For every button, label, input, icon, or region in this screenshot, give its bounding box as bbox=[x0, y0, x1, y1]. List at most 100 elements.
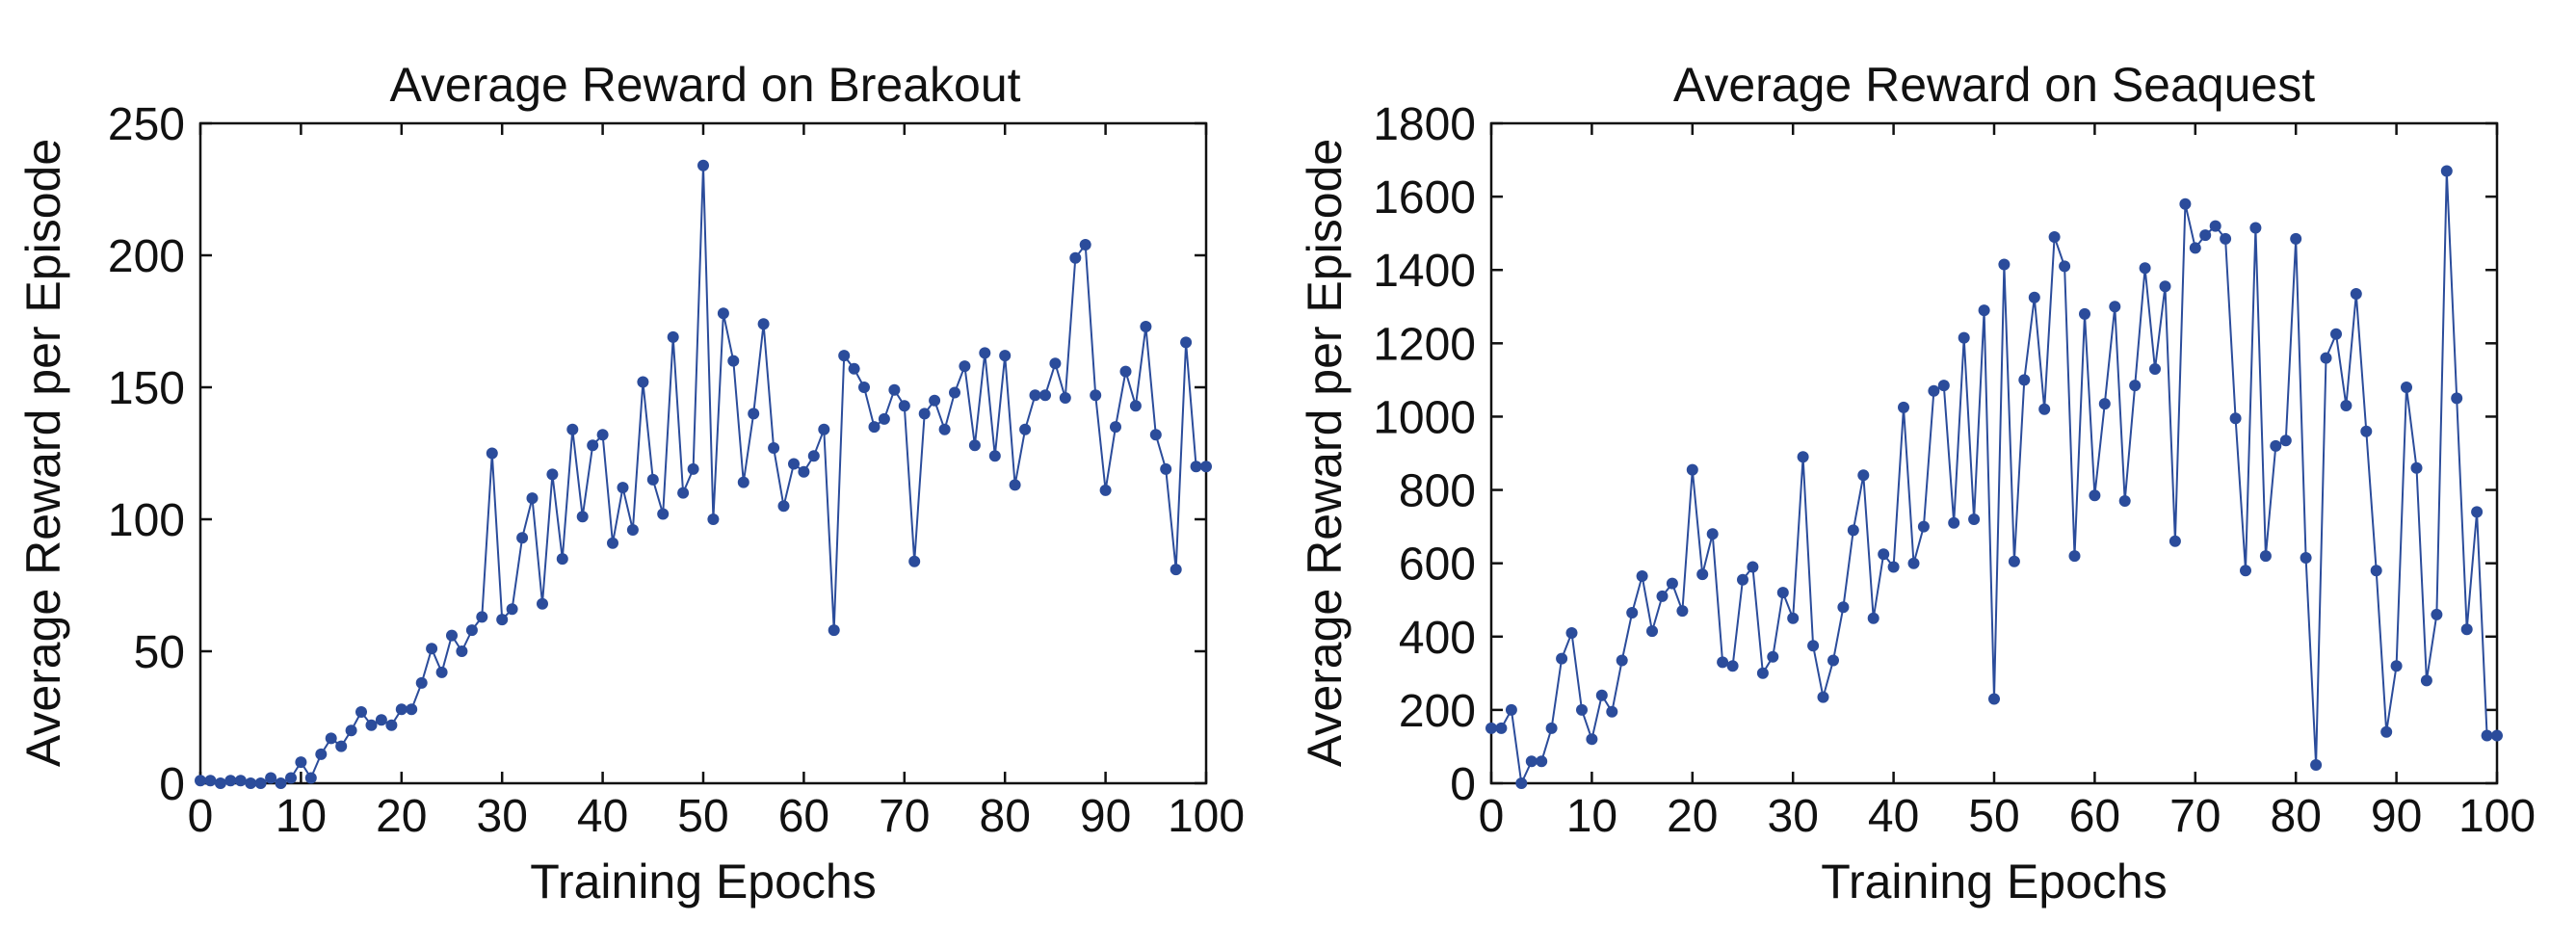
y-axis-label: Average Reward per Episode bbox=[1298, 139, 1352, 767]
x-tick-label: 20 bbox=[376, 791, 427, 842]
data-point bbox=[1180, 336, 1193, 349]
data-point bbox=[587, 439, 599, 452]
data-point bbox=[1756, 667, 1769, 679]
data-point bbox=[858, 382, 870, 393]
data-point bbox=[1090, 389, 1102, 402]
data-point bbox=[2209, 220, 2221, 232]
data-point bbox=[1776, 587, 1789, 599]
data-point bbox=[576, 511, 589, 523]
data-point bbox=[1586, 733, 1598, 746]
data-point bbox=[1988, 693, 2000, 705]
axis-ticks: 0 10 20 30 40 50 60 70 80 90 100 0 50 100 150 200 250 bbox=[108, 99, 1245, 842]
data-point bbox=[637, 376, 649, 388]
data-point bbox=[355, 706, 367, 718]
data-point bbox=[717, 307, 729, 320]
data-point bbox=[1767, 650, 1779, 663]
data-point bbox=[2350, 288, 2362, 300]
data-point bbox=[1827, 654, 1839, 667]
x-tick-label: 10 bbox=[1566, 791, 1617, 842]
x-tick-label: 90 bbox=[1080, 791, 1131, 842]
data-point bbox=[697, 159, 709, 171]
data-point bbox=[395, 703, 407, 716]
y-tick-label: 1200 bbox=[1373, 319, 1476, 370]
data-point bbox=[918, 408, 931, 420]
data-point bbox=[1190, 461, 1202, 473]
data-point bbox=[1029, 389, 1041, 402]
data-point bbox=[2410, 461, 2423, 474]
data-point bbox=[1160, 462, 1172, 475]
series-line bbox=[1491, 171, 2497, 787]
data-point bbox=[748, 408, 760, 420]
data-point bbox=[224, 775, 237, 787]
data-point bbox=[245, 777, 257, 789]
data-point bbox=[566, 423, 579, 435]
data-point bbox=[476, 611, 488, 623]
data-point bbox=[2370, 565, 2382, 577]
data-point bbox=[375, 714, 387, 726]
data-point bbox=[2008, 555, 2020, 567]
data-point bbox=[315, 748, 328, 760]
data-point bbox=[496, 614, 509, 626]
y-tick-label: 200 bbox=[1399, 686, 1476, 737]
data-point bbox=[1847, 524, 1859, 537]
data-point bbox=[1119, 365, 1132, 378]
data-point bbox=[807, 450, 820, 462]
data-point bbox=[2068, 550, 2081, 563]
data-point bbox=[465, 624, 478, 637]
data-point bbox=[2189, 242, 2201, 254]
data-point bbox=[415, 676, 428, 689]
data-point bbox=[365, 719, 378, 731]
data-point bbox=[798, 465, 810, 478]
data-point bbox=[195, 775, 206, 787]
data-point bbox=[1069, 251, 1082, 264]
data-point bbox=[1595, 689, 1608, 701]
data-point bbox=[1525, 755, 1538, 768]
data-point bbox=[2129, 380, 2142, 392]
data-point bbox=[1009, 479, 1021, 491]
data-point bbox=[2098, 398, 2111, 410]
y-tick-label: 0 bbox=[1450, 759, 1476, 810]
data-point bbox=[888, 383, 901, 396]
data-point bbox=[677, 487, 690, 499]
data-point bbox=[999, 350, 1012, 362]
data-point bbox=[2460, 623, 2473, 636]
data-point bbox=[2079, 307, 2090, 320]
data-point bbox=[2320, 352, 2332, 364]
data-point bbox=[2451, 392, 2463, 405]
x-tick-label: 60 bbox=[2069, 791, 2120, 842]
data-point bbox=[1978, 304, 1990, 317]
data-point bbox=[1099, 484, 1112, 496]
data-point bbox=[285, 772, 297, 784]
data-point bbox=[2481, 729, 2493, 742]
data-point bbox=[2340, 400, 2353, 411]
data-point bbox=[828, 624, 840, 637]
data-point bbox=[516, 532, 529, 544]
x-tick-label: 70 bbox=[2169, 791, 2221, 842]
data-point bbox=[506, 603, 518, 616]
data-point bbox=[537, 597, 548, 610]
y-tick-label: 600 bbox=[1399, 540, 1476, 591]
data-point bbox=[646, 473, 659, 486]
data-point bbox=[2310, 759, 2323, 771]
data-point bbox=[1676, 605, 1689, 618]
data-point bbox=[949, 386, 960, 399]
data-point bbox=[596, 429, 609, 441]
data-point bbox=[2390, 660, 2403, 672]
data-point bbox=[1495, 722, 1508, 734]
data-point bbox=[1646, 625, 1658, 638]
data-point bbox=[2199, 229, 2212, 242]
data-point bbox=[898, 400, 910, 412]
data-point bbox=[1200, 461, 1212, 473]
x-tick-label: 30 bbox=[1768, 791, 1819, 842]
data-point bbox=[1666, 577, 1678, 590]
data-point bbox=[1726, 660, 1739, 672]
data-point bbox=[2279, 434, 2292, 447]
data-point bbox=[1110, 421, 1121, 434]
x-tick-label: 100 bbox=[2458, 791, 2536, 842]
data-point bbox=[304, 772, 317, 784]
data-point bbox=[2240, 565, 2251, 577]
data-point bbox=[818, 423, 830, 435]
data-point bbox=[938, 423, 951, 435]
data-point bbox=[1556, 652, 1568, 665]
data-point bbox=[1565, 627, 1578, 639]
